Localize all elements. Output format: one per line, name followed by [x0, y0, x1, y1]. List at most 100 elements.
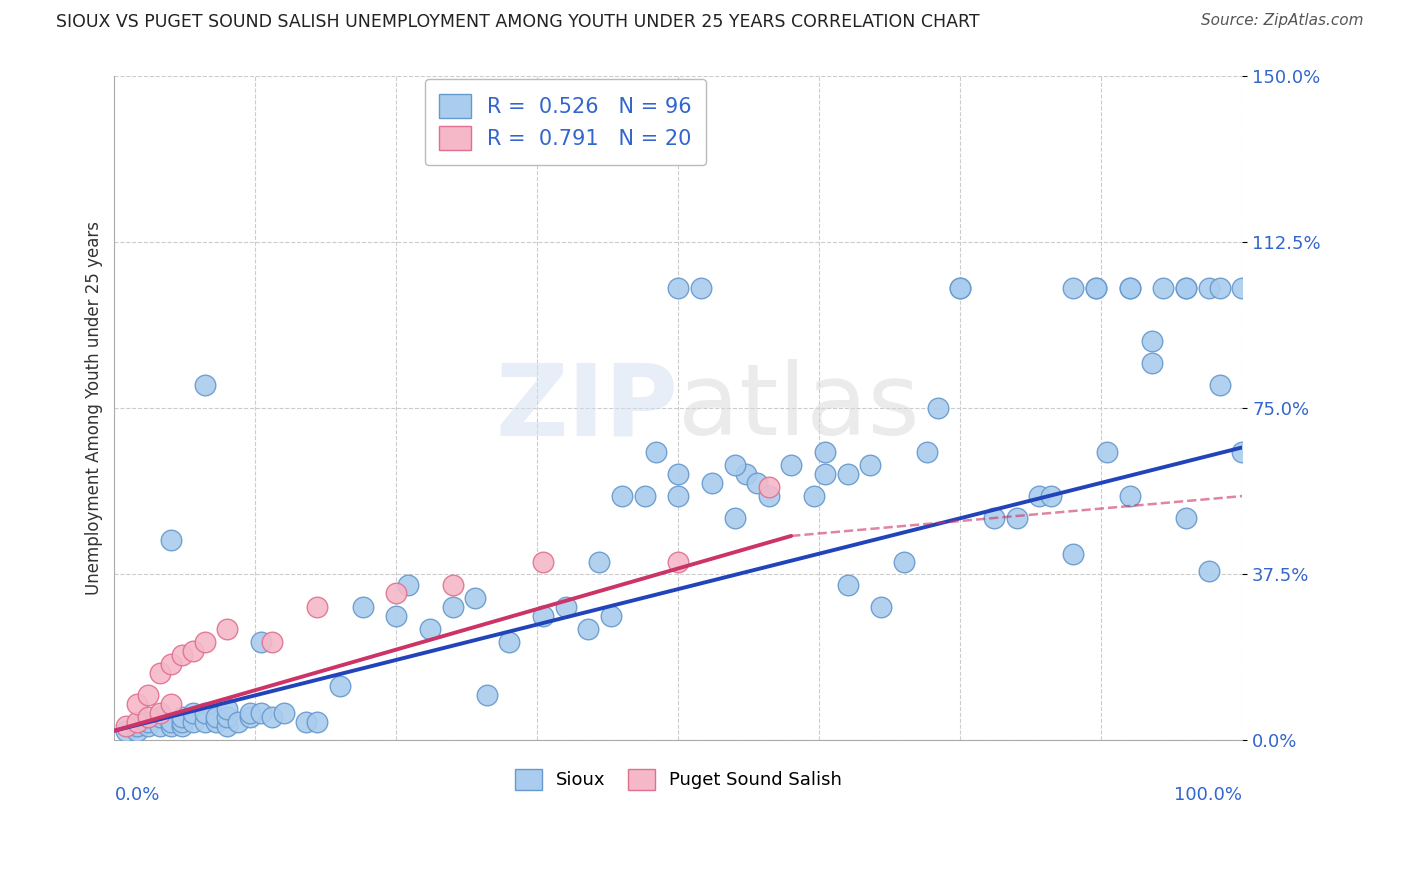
Point — [217, 701, 239, 715]
Point — [136, 710, 159, 724]
Point — [610, 489, 633, 503]
Point — [690, 281, 713, 295]
Point — [125, 723, 148, 738]
Point — [837, 577, 859, 591]
Point — [475, 688, 498, 702]
Point — [1140, 334, 1163, 348]
Point — [644, 445, 666, 459]
Point — [666, 281, 689, 295]
Point — [205, 714, 228, 729]
Y-axis label: Unemployment Among Youth under 25 years: Unemployment Among Youth under 25 years — [86, 220, 103, 595]
Point — [250, 706, 273, 720]
Point — [307, 714, 329, 729]
Point — [329, 680, 352, 694]
Point — [1174, 511, 1197, 525]
Point — [814, 467, 837, 481]
Point — [915, 445, 938, 459]
Point — [148, 666, 170, 681]
Text: 0.0%: 0.0% — [114, 786, 160, 804]
Point — [148, 706, 170, 720]
Point — [1084, 281, 1107, 295]
Point — [217, 622, 239, 636]
Text: atlas: atlas — [678, 359, 920, 456]
Point — [273, 706, 295, 720]
Point — [1198, 565, 1220, 579]
Point — [1028, 489, 1050, 503]
Point — [1198, 281, 1220, 295]
Point — [125, 697, 148, 711]
Point — [1152, 281, 1174, 295]
Point — [780, 458, 803, 472]
Point — [1084, 281, 1107, 295]
Point — [148, 710, 170, 724]
Point — [498, 635, 520, 649]
Point — [114, 719, 136, 733]
Point — [125, 714, 148, 729]
Point — [870, 599, 893, 614]
Point — [1062, 281, 1084, 295]
Point — [183, 714, 205, 729]
Point — [1118, 489, 1140, 503]
Point — [859, 458, 882, 472]
Point — [1174, 281, 1197, 295]
Point — [228, 714, 250, 729]
Point — [419, 622, 441, 636]
Point — [159, 719, 181, 733]
Point — [588, 556, 610, 570]
Point — [1174, 281, 1197, 295]
Point — [735, 467, 758, 481]
Point — [159, 714, 181, 729]
Point — [194, 635, 217, 649]
Point — [1039, 489, 1062, 503]
Point — [172, 714, 194, 729]
Point — [183, 706, 205, 720]
Point — [1140, 356, 1163, 370]
Point — [250, 635, 273, 649]
Point — [172, 710, 194, 724]
Point — [217, 719, 239, 733]
Point — [172, 719, 194, 733]
Point — [837, 467, 859, 481]
Point — [1118, 281, 1140, 295]
Point — [531, 556, 554, 570]
Point — [159, 533, 181, 548]
Point — [1209, 378, 1232, 392]
Point — [205, 710, 228, 724]
Point — [758, 480, 780, 494]
Legend: Sioux, Puget Sound Salish: Sioux, Puget Sound Salish — [508, 762, 849, 797]
Point — [633, 489, 655, 503]
Point — [239, 706, 262, 720]
Point — [441, 577, 464, 591]
Point — [1232, 281, 1254, 295]
Point — [666, 467, 689, 481]
Point — [803, 489, 825, 503]
Point — [666, 556, 689, 570]
Point — [724, 511, 747, 525]
Point — [747, 475, 769, 490]
Point — [724, 458, 747, 472]
Point — [758, 489, 780, 503]
Point — [599, 608, 621, 623]
Point — [295, 714, 318, 729]
Text: ZIP: ZIP — [495, 359, 678, 456]
Point — [136, 714, 159, 729]
Point — [1232, 445, 1254, 459]
Text: SIOUX VS PUGET SOUND SALISH UNEMPLOYMENT AMONG YOUTH UNDER 25 YEARS CORRELATION : SIOUX VS PUGET SOUND SALISH UNEMPLOYMENT… — [56, 13, 980, 31]
Point — [125, 719, 148, 733]
Point — [1095, 445, 1118, 459]
Point — [194, 706, 217, 720]
Point — [385, 586, 408, 600]
Point — [702, 475, 724, 490]
Point — [159, 657, 181, 672]
Point — [983, 511, 1005, 525]
Point — [136, 688, 159, 702]
Point — [441, 599, 464, 614]
Text: 100.0%: 100.0% — [1174, 786, 1243, 804]
Point — [893, 556, 915, 570]
Point — [1062, 547, 1084, 561]
Point — [172, 648, 194, 663]
Point — [194, 714, 217, 729]
Point — [949, 281, 972, 295]
Point — [239, 710, 262, 724]
Point — [194, 378, 217, 392]
